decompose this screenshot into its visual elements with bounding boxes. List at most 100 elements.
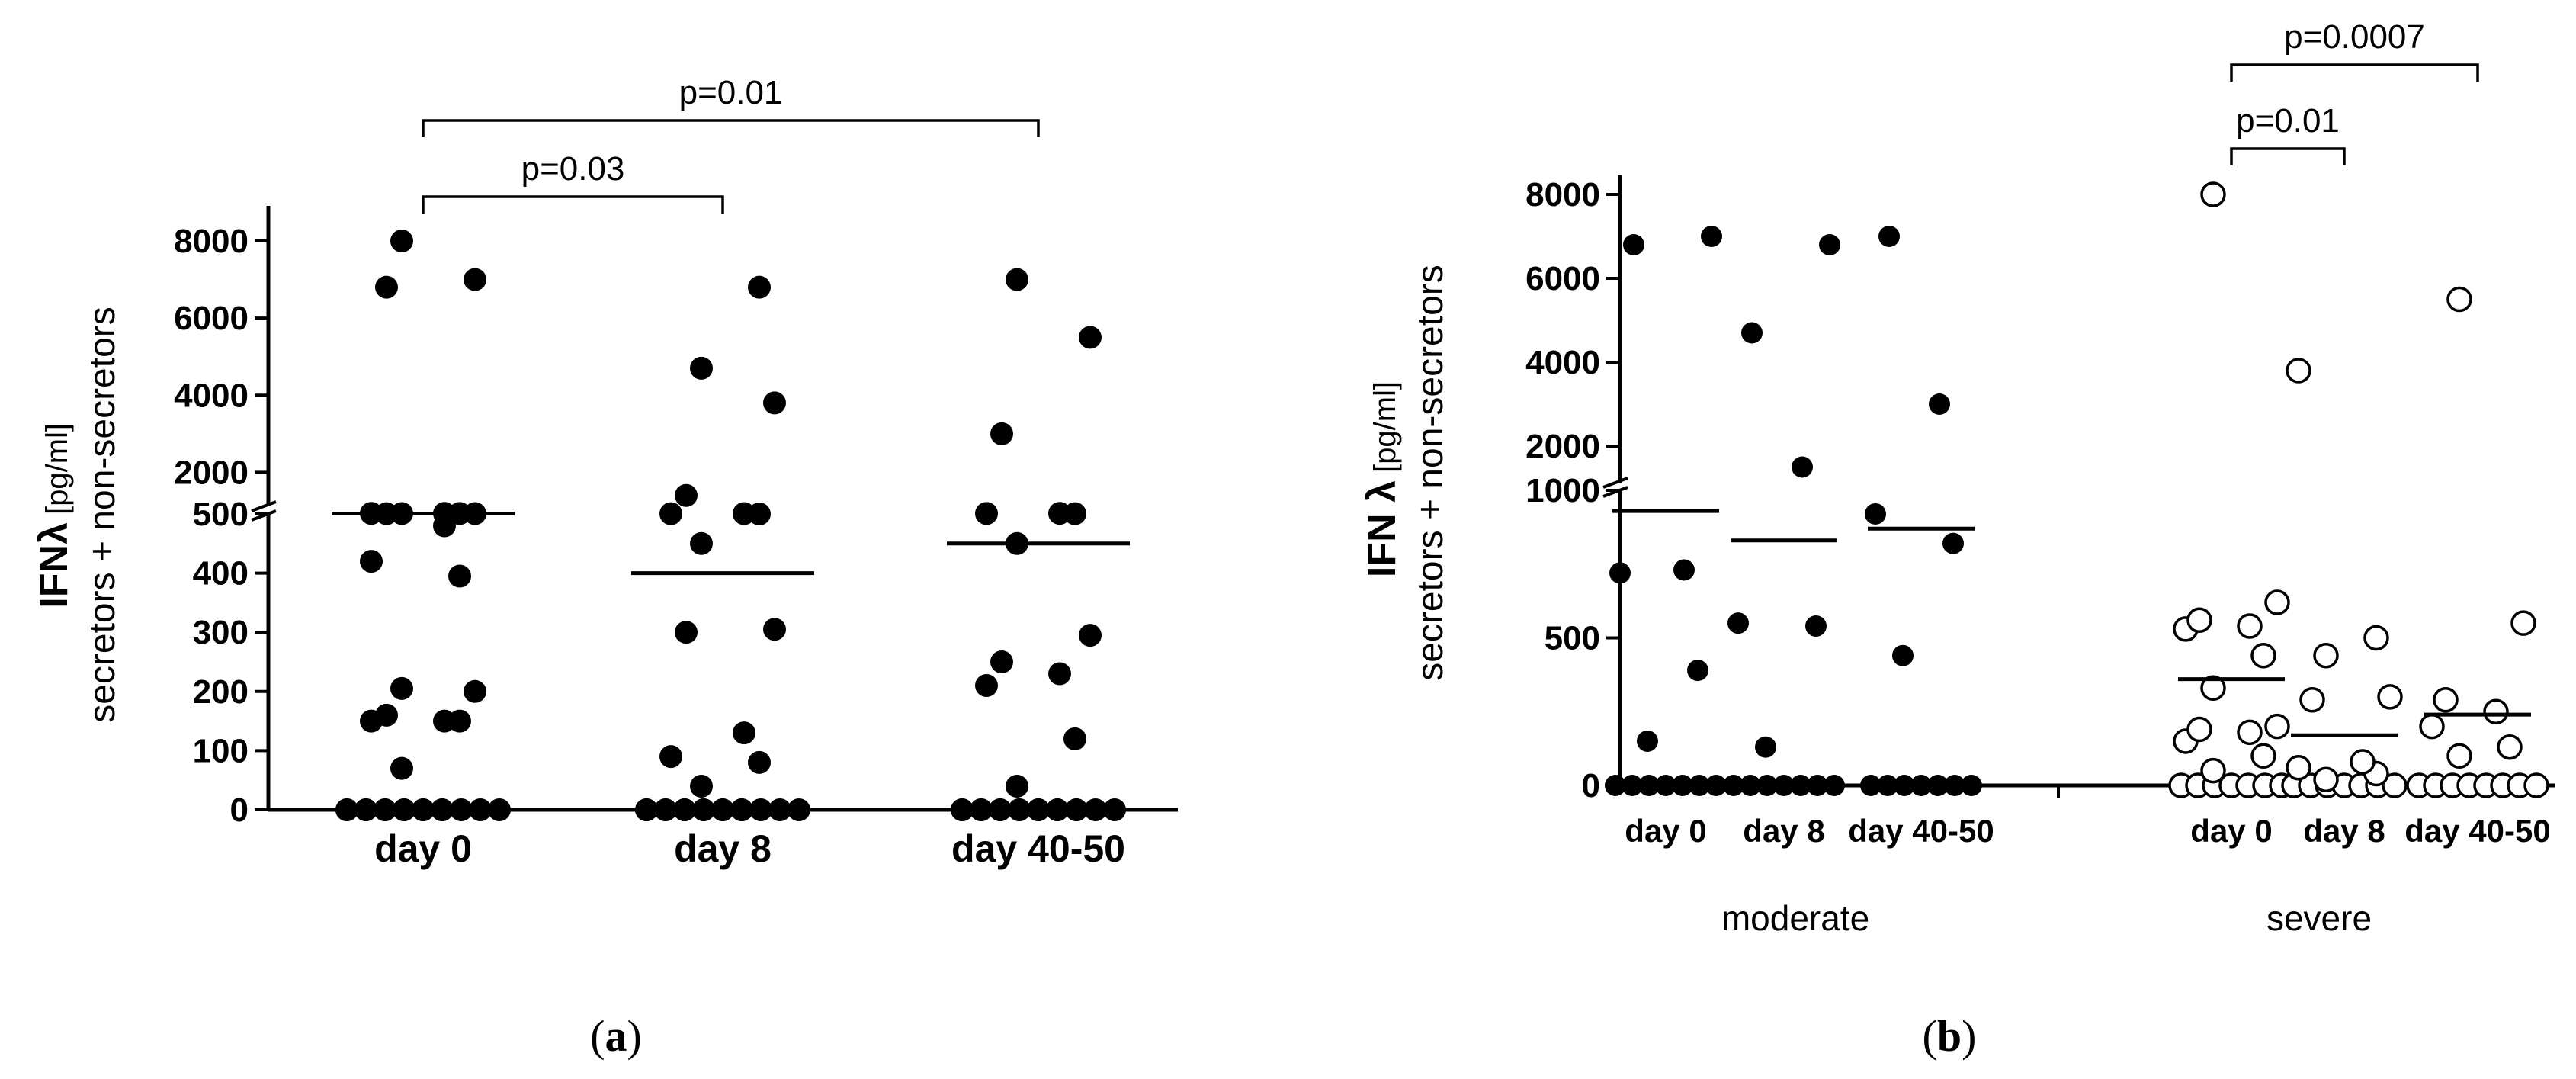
panel-a-bracket [422,119,1040,137]
panel-a-point [448,564,471,588]
panel-b-point-open [2186,716,2212,743]
panel-b-point-filled [1622,775,1643,796]
panel-a-point [390,230,413,252]
panel-a-point [469,798,492,821]
panel-b-x-label: day 40-50 [1848,813,1994,849]
panel-a-point [673,798,696,821]
panel-a-point [1065,798,1088,821]
panel-a-point [1079,326,1102,349]
panel-b-point-filled [1609,562,1631,584]
panel-b-caption-letter: b [1937,1011,1962,1061]
panel-b-point-filled [1878,226,1900,247]
panel-a-point [1084,798,1107,821]
panel-a-point [464,679,486,703]
panel-a-point [431,798,454,821]
panel-a-point [1079,624,1102,647]
panel-b-point-open [2446,286,2472,313]
panel-b-point-filled [1860,775,1881,796]
panel-a-point [390,756,413,780]
panel-b-group-label: moderate [1721,898,1869,938]
panel-a-point [1063,727,1086,750]
panel-b-p-value: p=0.01 [2236,102,2340,140]
panel-b-y-tick-label: 8000 [1525,176,1600,214]
panel-b-point-open [2264,713,2290,740]
panel-a-point [748,750,771,774]
panel-a-point [1046,798,1069,821]
panel-a-y-tick-label: 200 [193,673,249,711]
panel-b-point-open [2433,687,2459,713]
panel-b-point-filled [1756,775,1778,796]
panel-b-axis-break-mark [1602,477,1628,489]
panel-b-point-filled [1755,736,1776,758]
panel-a-point [733,721,755,745]
panel-b-point-filled [1929,393,1950,415]
panel-b-point-open [2237,719,2263,746]
panel-b-y-tick-label: 2000 [1525,428,1600,465]
panel-a-ylabel-unit: [pg/ml] [40,423,74,515]
panel-b-x-label: day 0 [1625,813,1706,849]
panel-a-point [711,798,734,821]
panel-a-point [1006,774,1028,798]
panel-a-caption: (a) [590,1011,642,1061]
panel-a-point [659,502,682,525]
panel-b-y-tick-label: 0 [1582,767,1600,804]
panel-b-point-filled [1673,559,1695,581]
panel-b-point-open [2250,642,2276,669]
panel-a-y-tick-label: 8000 [174,223,249,260]
panel-b-group-labels: moderate severe [1721,898,2372,938]
panel-b-point-open [2350,749,2376,775]
panel-a-point [374,798,396,821]
panel-b-point-filled [1638,775,1660,796]
panel-a-point [692,798,715,821]
panel-b-bracket [2230,63,2479,82]
panel-b-point-open [2286,755,2311,781]
panel-a-medians [332,512,1130,576]
panel-a-y-tick-label: 100 [193,732,249,769]
panel-b-point-open [2419,713,2445,740]
panel-a-x-label: day 0 [374,827,472,870]
panel-a-y-tick-label: 6000 [174,300,249,337]
panel-a-point [989,798,1012,821]
panel-a-point [1048,662,1071,686]
panel-b-point-filled [1723,775,1744,796]
panel-b-point-open [2200,181,2226,207]
panel-a-x-label: day 40-50 [951,827,1125,870]
panel-b-point-filled [1877,775,1898,796]
panel-b-point-filled [1727,612,1749,634]
panel-b-point-filled [1894,775,1915,796]
panel-a-point [763,391,786,415]
panel-b-bracket [2230,147,2346,165]
panel-a-points [335,230,1126,821]
panel-b-x-label: day 8 [1743,813,1824,849]
panel-b-point-filled [1927,775,1949,796]
panel-a-point [975,674,998,698]
panel-a-chart: IFNλ [pg/ml] secretors + non-secretors 0… [32,74,1178,1061]
panel-a-p-value: p=0.03 [521,150,625,188]
panel-b-x-label: day 8 [2303,813,2385,849]
panel-b-point-filled [1672,775,1693,796]
panel-b-y-tick-label: 4000 [1525,344,1600,381]
panel-a-point [635,798,658,821]
panel-b-point-filled [1773,775,1795,796]
panel-a-point [375,703,398,727]
panel-b-point-open [2200,757,2226,784]
panel-b-point-open [2264,589,2290,615]
panel-b-ylabel-main: IFN λ [1360,480,1404,577]
panel-b-point-open [2363,625,2389,651]
panel-b-point-filled [1792,456,1813,478]
panel-b-point-filled [1655,775,1676,796]
panel-a-y-tick-label: 400 [193,555,249,592]
panel-a-point [659,745,682,769]
panel-b-point-filled [1944,775,1965,796]
panel-b-point-open [2377,684,2403,710]
panel-b-x-label: day 0 [2190,813,2272,849]
panel-b-point-filled [1740,775,1761,796]
panel-b-y-axis-label: IFN λ [pg/ml] secretors + non-secretors [1360,265,1451,681]
panel-a-ylabel-sub: secretors + non-secretors [82,307,123,723]
panel-a-point [990,650,1013,673]
panel-b-point-filled [1637,730,1658,752]
panel-b-point-filled [1865,503,1886,525]
panel-a-point [450,798,473,821]
panel-a-point [1006,268,1028,291]
panel-b-ylabel-sub: secretors + non-secretors [1410,265,1451,681]
